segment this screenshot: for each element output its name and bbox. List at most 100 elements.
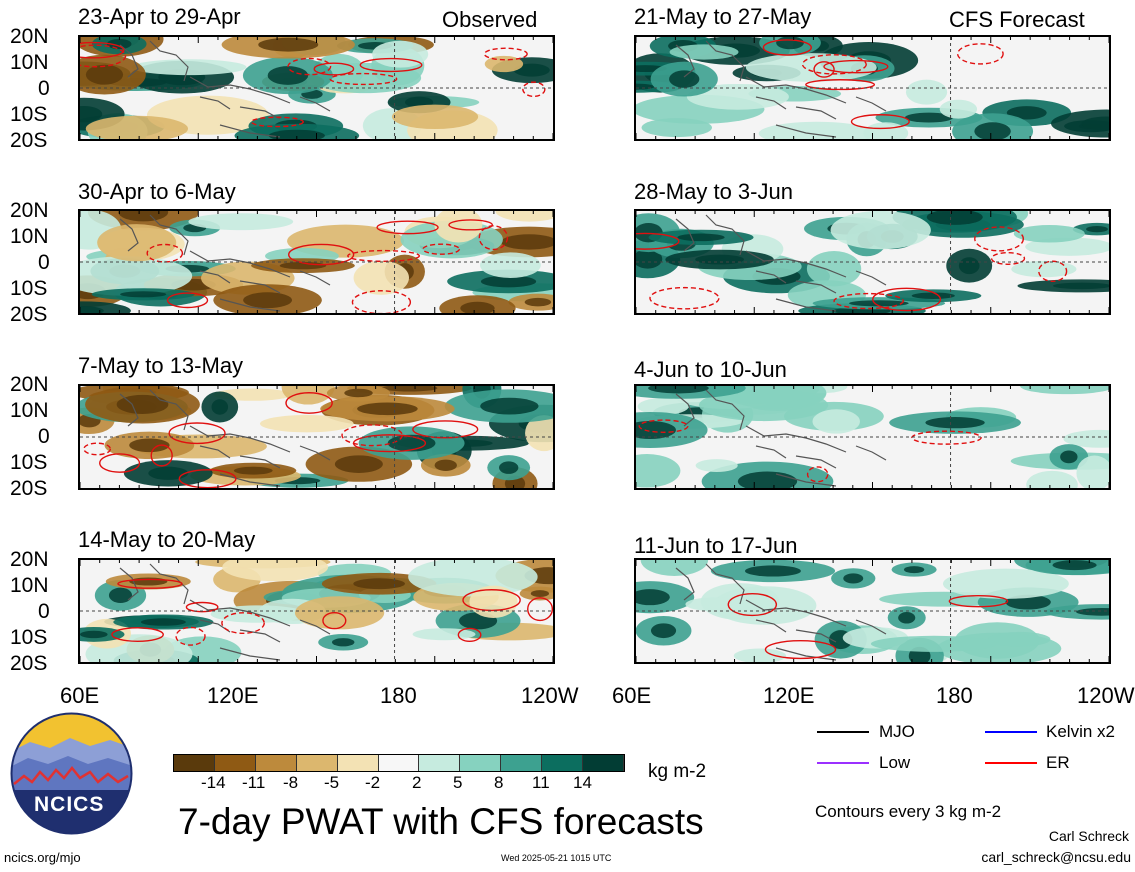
er-contour bbox=[990, 251, 1026, 265]
lon-label: 120W bbox=[1077, 683, 1135, 708]
colorbar-tick: 8 bbox=[494, 773, 504, 792]
coastline bbox=[675, 389, 887, 487]
lat-label: 20N bbox=[10, 548, 49, 571]
legend-line-mjo bbox=[817, 731, 869, 733]
anomaly-core bbox=[80, 630, 108, 639]
anomaly-blob bbox=[733, 648, 787, 662]
er-contour bbox=[457, 627, 482, 643]
anomaly-blob bbox=[1011, 260, 1077, 278]
lat-label: 0 bbox=[38, 251, 50, 274]
anomaly-core bbox=[434, 459, 457, 471]
anomaly-core bbox=[480, 275, 537, 288]
er-contour bbox=[872, 287, 942, 312]
er-contour bbox=[850, 114, 910, 130]
panel-title-2: 21-May to 27-May bbox=[634, 4, 812, 29]
anomaly-blob bbox=[480, 252, 541, 278]
anomaly-blob bbox=[669, 44, 739, 60]
anomaly-blob bbox=[1063, 429, 1109, 448]
anomaly-blob bbox=[80, 256, 193, 296]
er-contour bbox=[322, 611, 347, 630]
panel-tag-forecast: CFS Forecast bbox=[949, 7, 1085, 32]
anomaly-core bbox=[513, 63, 550, 77]
anomaly-core bbox=[1052, 560, 1097, 571]
anomaly-core bbox=[898, 612, 916, 624]
anomaly-blob bbox=[1051, 109, 1109, 138]
er-contour bbox=[527, 597, 553, 622]
chart-title: 7-day PWAT with CFS forecasts bbox=[178, 801, 704, 842]
anomaly-blob bbox=[870, 635, 998, 652]
er-contour bbox=[99, 453, 141, 473]
anomaly-blob bbox=[131, 59, 247, 76]
colorbar-segment bbox=[214, 755, 256, 771]
anomaly-blob bbox=[408, 560, 538, 597]
er-contour bbox=[80, 44, 127, 68]
anomaly-blob bbox=[637, 397, 689, 415]
anomaly-core bbox=[258, 37, 319, 52]
map-canvas bbox=[80, 211, 553, 313]
colorbar-tick: -11 bbox=[242, 773, 266, 792]
er-contour bbox=[287, 57, 332, 76]
colorbar-segment bbox=[337, 755, 379, 771]
anomaly-core bbox=[958, 257, 980, 275]
coastline bbox=[675, 214, 887, 312]
er-contour bbox=[478, 225, 509, 251]
author-email: carl_schreck@ncsu.edu bbox=[981, 849, 1131, 865]
anomaly-blob bbox=[85, 115, 188, 139]
lat-label: 10N bbox=[10, 574, 49, 597]
anomaly-core bbox=[669, 70, 700, 88]
anomaly-core bbox=[636, 589, 670, 606]
er-contour bbox=[522, 81, 546, 98]
er-contour bbox=[638, 419, 689, 433]
colorbar-segment bbox=[460, 755, 502, 771]
lon-label: 120W bbox=[521, 683, 579, 708]
colorbar-segment bbox=[296, 755, 338, 771]
anomaly-core bbox=[744, 565, 801, 577]
map-canvas bbox=[636, 386, 1109, 488]
er-contour bbox=[833, 292, 905, 310]
lat-label: 10S bbox=[10, 103, 48, 126]
anomaly-core bbox=[524, 297, 552, 307]
ncics-logo: NCICS bbox=[10, 712, 133, 835]
er-contour bbox=[412, 420, 479, 439]
anomaly-blob bbox=[412, 628, 476, 641]
er-contour bbox=[111, 627, 164, 643]
er-contour bbox=[806, 466, 829, 483]
er-contour bbox=[911, 430, 982, 445]
panel-title-3: 30-Apr to 6-May bbox=[78, 179, 236, 204]
anomaly-core bbox=[501, 234, 553, 250]
anomaly-core bbox=[677, 233, 725, 242]
er-contour bbox=[801, 54, 867, 75]
colorbar-segment bbox=[378, 755, 420, 771]
anomaly-core bbox=[344, 388, 373, 398]
anomaly-blob bbox=[942, 568, 1069, 599]
anomaly-blob bbox=[695, 459, 738, 472]
anomaly-core bbox=[926, 211, 983, 225]
colorbar-tick: 11 bbox=[532, 773, 550, 792]
map-canvas bbox=[80, 386, 553, 488]
anomaly-core bbox=[1060, 450, 1078, 464]
anomaly-core bbox=[911, 292, 955, 299]
er-contour bbox=[150, 444, 173, 467]
timestamp: Wed 2025-05-21 1015 UTC bbox=[501, 853, 612, 863]
anomaly-core bbox=[118, 211, 169, 222]
anomaly-blob bbox=[863, 122, 909, 139]
er-contour bbox=[805, 79, 876, 91]
anomaly-blob bbox=[640, 560, 709, 576]
lat-label: 10S bbox=[10, 451, 48, 474]
er-contour bbox=[313, 62, 355, 76]
lat-label: 10N bbox=[10, 225, 49, 248]
er-contour bbox=[329, 72, 398, 86]
anomaly-core bbox=[268, 129, 325, 139]
er-contour bbox=[974, 226, 1025, 252]
panel-tag-observed: Observed bbox=[442, 7, 538, 32]
anomaly-core bbox=[904, 112, 953, 123]
anomaly-blob bbox=[353, 260, 409, 295]
anomaly-core bbox=[357, 402, 418, 416]
coastline bbox=[119, 214, 331, 312]
anomaly-blob bbox=[484, 55, 524, 73]
anomaly-core bbox=[695, 254, 744, 265]
coastline bbox=[675, 563, 887, 661]
anomaly-blob bbox=[188, 213, 294, 231]
anomaly-core bbox=[480, 397, 539, 415]
panel-title-8: 11-Jun to 17-Jun bbox=[634, 533, 798, 558]
